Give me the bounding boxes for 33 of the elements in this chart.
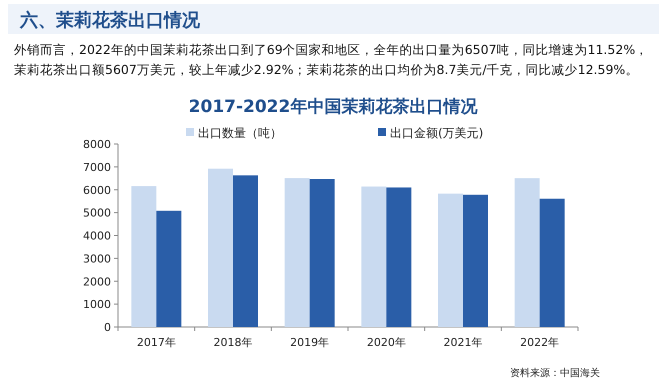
bar (208, 168, 233, 327)
bar (233, 175, 258, 327)
chart-title: 2017-2022年中国茉莉花茶出口情况 (188, 97, 478, 117)
y-tick-label: 1000 (83, 298, 111, 312)
x-tick-label: 2018年 (214, 336, 252, 349)
x-tick-label: 2019年 (290, 336, 330, 349)
y-tick-label: 0 (104, 321, 111, 334)
y-tick-label: 5000 (83, 206, 111, 220)
bar (361, 186, 386, 327)
bar (514, 178, 540, 327)
x-tick-label: 2017年 (136, 336, 176, 349)
bar (156, 210, 182, 327)
x-tick-label: 2021年 (444, 336, 482, 349)
legend-label: 出口金额(万美元) (390, 126, 484, 140)
y-tick-label: 7000 (83, 160, 111, 174)
y-tick-label: 6000 (83, 184, 111, 197)
bar (463, 194, 488, 327)
text: 六、茉莉花茶出口情况 (20, 9, 200, 32)
bar (310, 179, 335, 327)
text: 资料来源：中国海关 (510, 367, 600, 379)
y-tick-label: 4000 (83, 230, 111, 242)
bar (540, 198, 565, 327)
y-tick-label: 3000 (83, 252, 111, 266)
text: 外销而言，2022年的中国茉莉花茶出口到了69个国家和地区，全年的出口量为6507吨，同比增速为11.52%，茉莉花茶出口额5607万美元，较上年减少2.92%；茉莉花茶的出口均价为8.7美元/千克，同比减少12.59%。 (14, 41, 650, 79)
bar (438, 194, 463, 327)
x-tick-label: 2022年 (520, 336, 560, 349)
bar (131, 186, 156, 327)
y-tick-label: 2000 (83, 275, 111, 288)
bar (386, 187, 412, 327)
x-tick-label: 2020年 (366, 336, 406, 349)
bar (284, 178, 310, 327)
y-tick-label: 8000 (83, 138, 111, 151)
legend-label: 出口数量（吨） (198, 126, 282, 140)
